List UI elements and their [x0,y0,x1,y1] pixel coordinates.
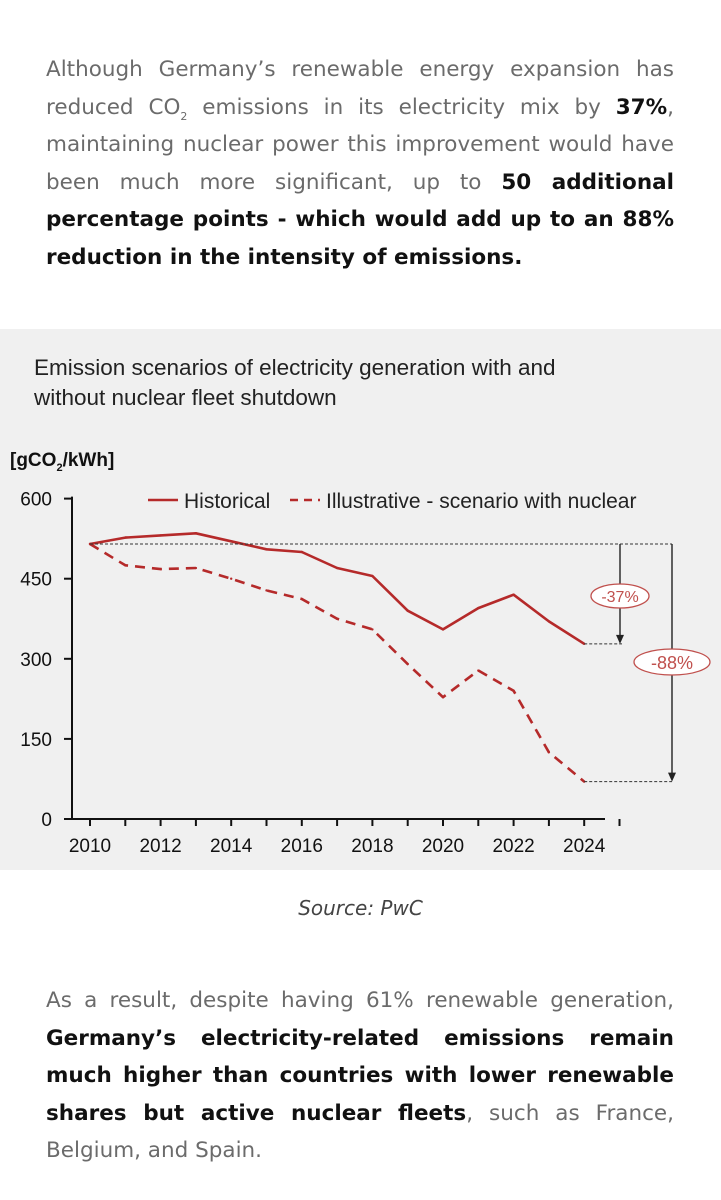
y-tick-label-300: 300 [20,650,52,671]
arrow-88-head [668,772,676,782]
outro-paragraph: As a result, despite having 61% renewabl… [46,982,674,1170]
data-point-nuclear-2019 [406,662,409,666]
data-point-historical-2017 [335,566,339,570]
annotation-37-bubble [590,583,650,609]
y-axis-label: [gCO2/kWh] [10,450,114,474]
data-point-historical-2011 [124,536,127,539]
data-point-nuclear-2021 [477,669,480,672]
intro-text-3: , maintaining nuclear power this improve… [46,94,675,195]
arrow-37-head [616,634,624,644]
intro-text-1: Although Germany’s renewable energy expa… [46,57,674,120]
data-point-nuclear-2023 [547,751,551,754]
data-point-nuclear-2020 [441,696,445,699]
y-tick-label-600: 600 [20,490,52,511]
legend-label-nuclear: Illustrative - scenario with nuclear [326,490,636,513]
legend-label-historical: Historical [184,490,270,513]
x-tick-label-2020: 2020 [422,836,464,857]
outro-text-1: As a result, despite having 61% renewabl… [46,988,674,1013]
data-point-historical-2018 [371,574,374,578]
data-point-historical-2023 [547,620,551,623]
x-tick-label-2022: 2022 [492,836,534,857]
outro-text-2: , such as France, Belgium, and Spain. [46,1100,674,1164]
data-point-nuclear-2015 [265,589,268,592]
y-tick-label-150: 150 [20,730,52,751]
annotation-37-label: -37% [601,589,638,606]
intro-bold-37: 37% [615,94,668,120]
data-point-nuclear-2017 [335,617,339,620]
data-point-historical-2015 [265,548,268,551]
data-point-nuclear-2018 [371,628,374,631]
data-point-historical-2013 [194,532,198,535]
data-point-historical-2016 [300,550,303,554]
annotation-88-bubble [633,648,711,676]
y-tick-label-450: 450 [20,570,52,591]
intro-paragraph: Although Germany’s renewable energy expa… [46,51,674,276]
intro-co2-subscript: 2 [180,109,188,123]
data-point-nuclear-2011 [124,564,127,567]
x-tick-label-2024: 2024 [563,836,606,857]
data-point-historical-2020 [441,628,445,631]
data-point-nuclear-2016 [300,597,303,601]
x-tick-label-2014: 2014 [210,836,253,857]
chart-source: Source: PwC [298,896,423,920]
data-point-nuclear-2012 [159,567,162,571]
x-tick-label-2012: 2012 [139,836,181,857]
data-point-nuclear-2014 [230,577,233,580]
outro-bold: Germany’s electricity-related emissions … [46,1025,674,1126]
x-tick-label-2018: 2018 [351,836,393,857]
data-point-nuclear-2013 [194,566,198,570]
data-point-nuclear-2022 [512,689,515,693]
intro-bold-88: 50 additional percentage points - which … [46,169,675,270]
chart-panel: Emission scenarios of electricity genera… [0,329,721,870]
data-point-historical-2014 [230,540,233,543]
data-point-historical-2022 [512,593,515,596]
intro-text-2: emissions in its electricity mix by [187,94,616,120]
series-line-nuclear-scenario [89,542,586,783]
y-tick-label-0: 0 [41,810,52,831]
annotation-88-label: -88% [651,653,693,673]
data-point-historical-2012 [159,534,162,537]
x-tick-label-2010: 2010 [69,836,111,857]
data-point-historical-2019 [406,609,409,612]
x-tick-label-2016: 2016 [281,836,323,857]
chart-title-line-2: without nuclear fleet shutdown [33,385,337,410]
data-point-historical-2021 [477,606,480,610]
emissions-chart: Emission scenarios of electricity genera… [10,355,711,857]
series-line-historical [89,532,585,645]
chart-title-line-1: Emission scenarios of electricity genera… [34,355,556,380]
